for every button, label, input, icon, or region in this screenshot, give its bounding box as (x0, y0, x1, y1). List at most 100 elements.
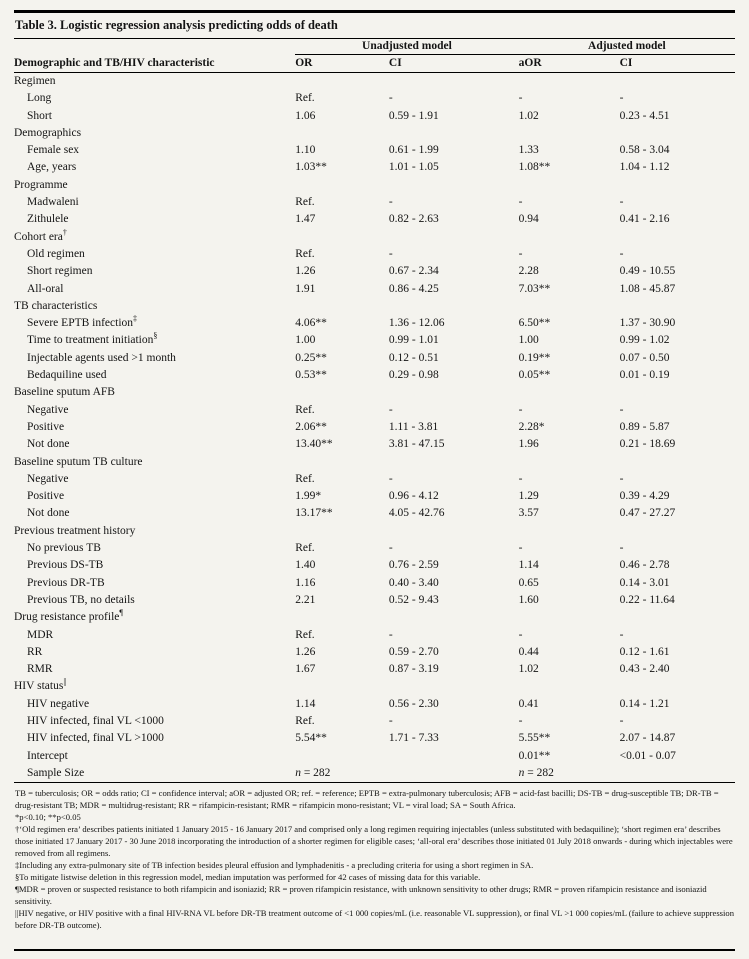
cell-aor: 0.44 (518, 645, 539, 658)
cell-ci2: 1.08 - 45.87 (619, 282, 676, 295)
model-group-header-row: Unadjusted model Adjusted model (14, 38, 735, 55)
cell-aor (519, 609, 620, 626)
cell-or (295, 609, 389, 626)
cell-ci1: 0.56 - 2.30 (388, 697, 439, 710)
cell-ci1: 0.86 - 4.25 (388, 282, 439, 295)
footnote: TB = tuberculosis; OR = odds ratio; CI =… (15, 788, 719, 811)
cell-ci1 (389, 765, 519, 782)
cell-or (295, 678, 389, 695)
cell-or (295, 229, 389, 246)
cell-ci2 (620, 298, 735, 315)
cell-aor: - (518, 403, 523, 416)
cell-aor: 5.55** (518, 732, 551, 745)
table-row: RMR 1.67 0.87 - 3.19 1.02 0.43 - 2.40 (14, 661, 735, 678)
cell-ci1: - (388, 542, 393, 555)
table-row: Time to treatment initiation§ 1.00 0.99 - … (14, 332, 735, 349)
cell-aor (519, 523, 620, 540)
cell-ci1 (389, 609, 519, 626)
adjusted-model-header: Adjusted model (518, 38, 735, 55)
row-label: Positive (27, 490, 65, 503)
cell-ci1: 1.11 - 3.81 (388, 420, 439, 433)
cell-or: 5.54** (295, 732, 327, 745)
cell-or: 4.06** (295, 317, 327, 330)
footnote: ¶MDR = proven or suspected resistance to… (15, 884, 707, 907)
unadjusted-model-header: Unadjusted model (295, 38, 519, 55)
table-bottom-rule (14, 782, 735, 784)
cell-ci2: 0.99 - 1.02 (619, 334, 670, 347)
cell-ci1: - (388, 247, 393, 260)
table-row: Previous TB, no details 2.21 0.52 - 9.43 1.… (14, 592, 735, 609)
cell-or (295, 748, 389, 765)
table-row: Positive 1.99* 0.96 - 4.12 1.29 0.39 - 4.29 (14, 488, 735, 505)
row-label: RR (27, 645, 43, 658)
cell-ci2: - (619, 628, 624, 641)
cell-ci2 (620, 229, 735, 246)
cell-or: 2.21 (295, 593, 316, 606)
table-title: Table 3. Logistic regression analysis pr… (15, 17, 338, 32)
column-header-or: OR (295, 54, 389, 73)
cell-or: Ref. (295, 247, 315, 260)
cell-aor: n = 282 (518, 766, 554, 779)
row-label: Age, years (27, 161, 77, 174)
row-label: No previous TB (27, 542, 101, 555)
table-row: RR 1.26 0.59 - 2.70 0.44 0.12 - 1.61 (14, 644, 735, 661)
cell-or: Ref. (295, 403, 315, 416)
table-body: Regimen Long Ref. - - - Short 1.06 0.59 - 1.91 1.… (14, 73, 735, 783)
cell-aor (519, 229, 620, 246)
cell-or: 1.40 (295, 559, 316, 572)
table-row: No previous TB Ref. - - - (14, 540, 735, 557)
row-label: Sample Size (27, 766, 85, 779)
cell-aor (519, 125, 620, 142)
cell-ci1: 0.59 - 2.70 (388, 645, 439, 658)
cell-aor: 1.96 (518, 438, 539, 451)
cell-ci2: 0.89 - 5.87 (619, 420, 670, 433)
cell-ci1: - (388, 196, 393, 209)
row-label: Demographics (14, 126, 82, 139)
section-row: Regimen (14, 73, 735, 91)
row-label: Not done (27, 507, 70, 520)
row-label: Short regimen (27, 265, 93, 278)
cell-or: 1.99* (295, 490, 322, 503)
table-row: Age, years 1.03** 1.01 - 1.05 1.08** 1.04 - … (14, 159, 735, 176)
cell-ci2: 1.04 - 1.12 (619, 161, 670, 174)
table-row: Previous DS-TB 1.40 0.76 - 2.59 1.14 0.46 - … (14, 557, 735, 574)
cell-aor: 1.60 (518, 593, 539, 606)
cell-aor: - (518, 247, 523, 260)
cell-ci2 (620, 765, 735, 782)
cell-or (295, 73, 389, 91)
table-row: Not done 13.17** 4.05 - 42.76 3.57 0.47 - 27… (14, 505, 735, 522)
row-label: Regimen (14, 75, 56, 87)
table-row: Injectable agents used >1 month 0.25** 0.1… (14, 350, 735, 367)
table-row: Long Ref. - - - (14, 90, 735, 107)
table-row: Zithulele 1.47 0.82 - 2.63 0.94 0.41 - 2.16 (14, 211, 735, 228)
row-label: Injectable agents used >1 month (27, 351, 176, 364)
row-label: Baseline sputum TB culture (14, 455, 143, 468)
table-row: HIV infected, final VL <1000 Ref. - - - (14, 713, 735, 730)
column-header-ci-adjusted: CI (619, 54, 735, 73)
cell-or: Ref. (295, 92, 315, 105)
cell-or (295, 298, 389, 315)
cell-ci2: - (619, 472, 624, 485)
cell-or (295, 384, 389, 401)
section-row: Drug resistance profile¶ (14, 609, 735, 626)
cell-ci1: 1.36 - 12.06 (388, 317, 445, 330)
cell-ci1: 0.99 - 1.01 (388, 334, 439, 347)
cell-ci1: 0.87 - 3.19 (388, 663, 439, 676)
cell-ci1: - (388, 403, 393, 416)
cell-aor: 1.02 (518, 663, 539, 676)
cell-or: n = 282 (295, 766, 331, 779)
section-row: Baseline sputum AFB (14, 384, 735, 401)
row-label: Severe EPTB infection‡ (27, 315, 138, 330)
cell-or: 1.26 (295, 265, 316, 278)
cell-ci1 (389, 177, 519, 194)
row-label: TB characteristics (14, 299, 98, 312)
cell-or: 1.26 (295, 645, 316, 658)
cell-or: 13.40** (295, 438, 333, 451)
bottom-rule (14, 949, 735, 951)
row-label: Programme (14, 178, 68, 191)
row-label: Not done (27, 438, 70, 451)
cell-aor: 0.19** (518, 351, 551, 364)
cell-ci1: 3.81 - 47.15 (388, 438, 445, 451)
row-label: RMR (27, 663, 53, 676)
